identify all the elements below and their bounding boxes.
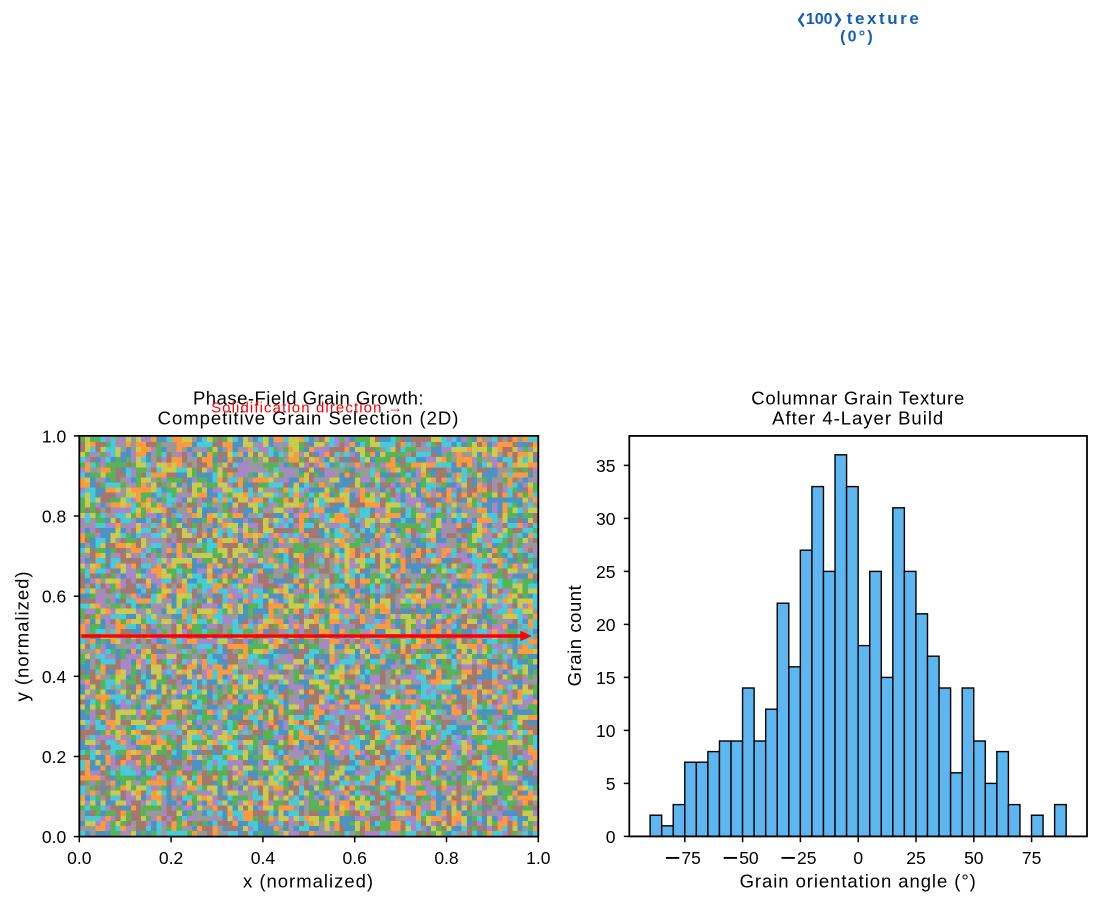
svg-text:0.0: 0.0 xyxy=(42,827,67,847)
svg-text:75: 75 xyxy=(681,848,700,868)
svg-text:15: 15 xyxy=(596,668,615,688)
svg-text:After 4-Layer Build: After 4-Layer Build xyxy=(772,408,944,429)
svg-text:Competitive Grain Selection (2: Competitive Grain Selection (2D) xyxy=(158,408,460,429)
svg-text:25: 25 xyxy=(596,562,615,582)
svg-text:y (normalized): y (normalized) xyxy=(11,570,32,701)
svg-text:Grain orientation angle (°): Grain orientation angle (°) xyxy=(740,870,977,891)
svg-text:texture: texture xyxy=(847,9,922,28)
svg-text:25: 25 xyxy=(906,848,925,868)
svg-text:Grain count: Grain count xyxy=(564,585,585,687)
svg-text:100: 100 xyxy=(806,11,833,28)
svg-text:50: 50 xyxy=(964,848,984,868)
svg-text:30: 30 xyxy=(596,509,616,529)
svg-text:(0°): (0°) xyxy=(840,29,875,46)
svg-text:Columnar Grain Texture: Columnar Grain Texture xyxy=(751,387,965,408)
svg-text:0.4: 0.4 xyxy=(42,667,67,687)
svg-text:35: 35 xyxy=(596,456,615,476)
svg-text:0.0: 0.0 xyxy=(67,848,92,868)
svg-text:Phase-Field Grain Growth:: Phase-Field Grain Growth: xyxy=(193,387,424,408)
svg-text:x (normalized): x (normalized) xyxy=(243,870,374,891)
svg-text:25: 25 xyxy=(797,848,816,868)
svg-text:0.2: 0.2 xyxy=(159,848,183,868)
svg-text:50: 50 xyxy=(739,848,759,868)
svg-text:75: 75 xyxy=(1022,848,1041,868)
svg-text:0: 0 xyxy=(606,827,616,847)
svg-text:10: 10 xyxy=(596,721,616,741)
svg-text:0.4: 0.4 xyxy=(251,848,276,868)
svg-text:Solidification direction →: Solidification direction → xyxy=(211,399,404,416)
svg-text:0.2: 0.2 xyxy=(42,747,66,767)
svg-text:20: 20 xyxy=(596,615,616,635)
svg-text:0.6: 0.6 xyxy=(343,848,367,868)
svg-text:0.8: 0.8 xyxy=(42,507,66,527)
svg-text:5: 5 xyxy=(606,774,616,794)
svg-text:0.8: 0.8 xyxy=(434,848,458,868)
svg-text:1.0: 1.0 xyxy=(42,426,67,446)
svg-text:0.6: 0.6 xyxy=(42,587,66,607)
svg-text:0: 0 xyxy=(853,848,863,868)
svg-text:1.0: 1.0 xyxy=(526,848,551,868)
